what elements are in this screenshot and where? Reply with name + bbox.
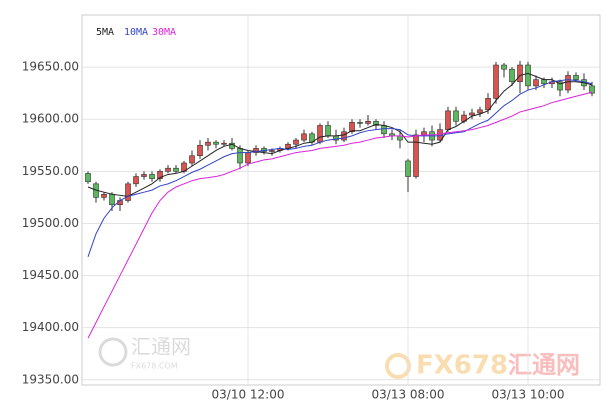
candle-body [565,75,571,91]
candle-body [493,64,499,99]
candle-body [365,121,371,124]
candle-body [357,122,363,124]
watermark: 汇通网 FX678.COM FX678 汇通网 [98,335,580,381]
y-tick-label: 19400.00 [22,320,79,334]
x-tick-label: 03/10 12:00 [212,388,285,402]
y-tick-label: 19550.00 [22,164,79,178]
candle-body [197,144,203,157]
ma-line [87,72,593,197]
candle-body [469,112,475,116]
candle-body [141,174,147,177]
candle-body [109,193,115,205]
y-tick-label: 19350.00 [22,372,79,386]
candle-body [485,98,491,111]
logo-icon [385,353,411,379]
x-tick-label: 03/13 10:00 [492,388,565,402]
legend-entry: 30MA [152,27,176,38]
candle-body [325,125,331,137]
ma-line [87,79,593,257]
candle-body [189,155,195,164]
candle-body [85,173,91,183]
watermark-text: FX678.COM [131,362,178,371]
candle-body [293,139,299,145]
candle-body [101,193,107,198]
candle-body [533,79,539,87]
watermark-text: FX678 [416,351,508,381]
candle-body [349,122,355,133]
candle-body [317,125,323,143]
candle-body [253,148,259,153]
y-tick-label: 19650.00 [22,60,79,74]
watermark-text: 汇通网 [131,335,191,359]
candle-body [573,75,579,80]
candle-body [477,109,483,114]
candle-body [205,141,211,146]
candle-body [221,142,227,145]
ma-line [87,91,593,339]
candle-body [173,167,179,172]
candle-body [525,64,531,87]
candle-body [213,141,219,145]
y-tick-label: 19450.00 [22,268,79,282]
candle-body [509,68,515,83]
legend-entry: 5MA [96,27,114,38]
candle-body [149,174,155,179]
candle-body [165,167,171,172]
x-tick-label: 03/13 08:00 [372,388,445,402]
candle-body [541,79,547,85]
y-tick-label: 19600.00 [22,112,79,126]
watermark-text: 汇通网 [508,351,580,379]
candle-body [341,131,347,141]
candle-body [405,160,411,177]
candle-body [381,125,387,135]
legend-entry: 10MA [124,27,148,38]
candle-body [445,110,451,130]
candle-body [413,134,419,177]
candle-body [125,183,131,201]
y-tick-label: 19500.00 [22,216,79,230]
logo-icon [98,337,128,367]
candle-body [517,64,523,83]
candle-body [301,133,307,141]
candle-body [501,64,507,70]
candle-body [133,176,139,185]
candle-body [557,81,563,91]
candle-body [269,150,275,152]
candle-body [157,171,163,179]
candle-body [245,152,251,164]
candle-body [589,85,595,94]
candle-body [453,110,459,122]
candle-body [373,121,379,126]
candle-body [237,148,243,164]
